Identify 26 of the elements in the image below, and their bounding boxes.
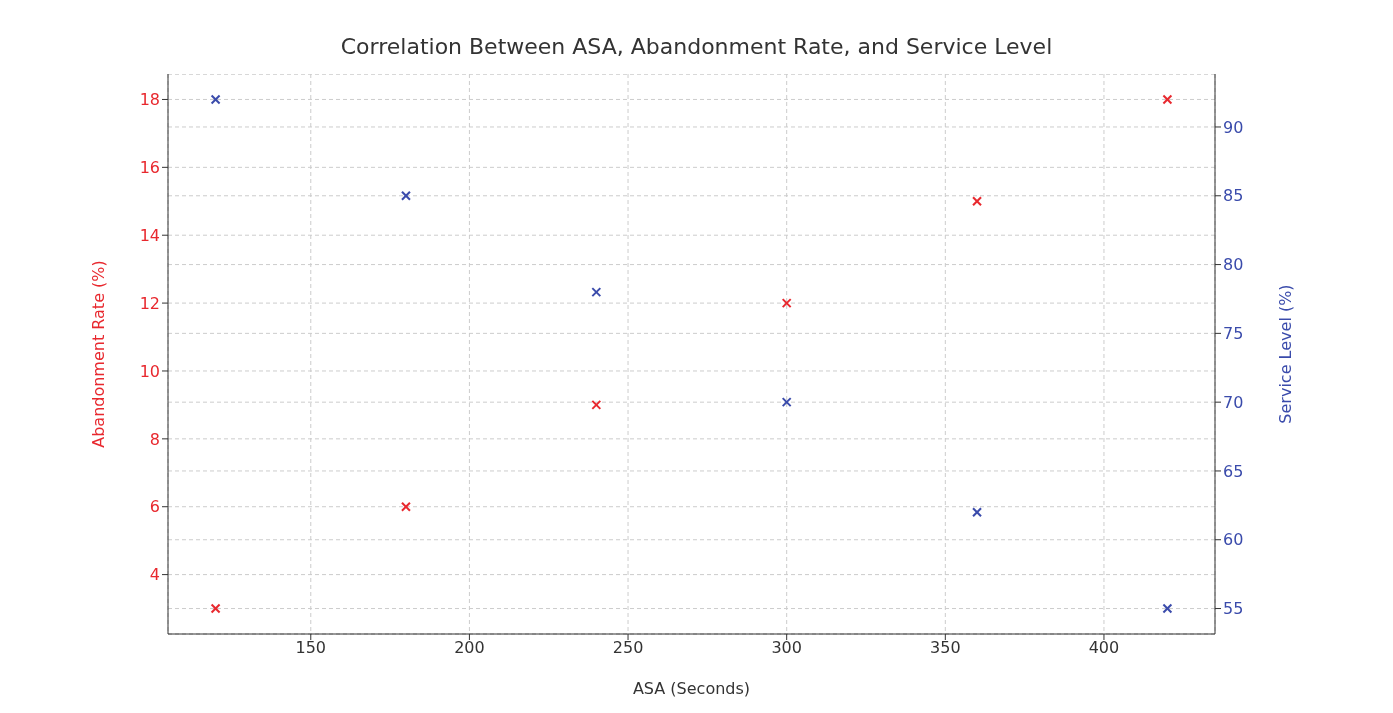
- x-axis-title: ASA (Seconds): [632, 679, 751, 698]
- y-tick-label: 4: [149, 565, 160, 585]
- y2-tick-label: 60: [1223, 530, 1244, 550]
- y-axis-title: Abandonment Rate (%): [88, 260, 108, 448]
- x-tick-label: 350: [930, 638, 961, 658]
- x-tick-label: 250: [612, 638, 644, 658]
- y2-tick-label: 85: [1223, 186, 1244, 206]
- x-tick-label: 200: [454, 638, 485, 658]
- y2-axis-title: Service Level (%): [1275, 284, 1295, 424]
- y-tick-label: 18: [139, 90, 160, 110]
- y2-tick-label: 90: [1223, 117, 1244, 137]
- x-tick-label: 300: [771, 638, 802, 658]
- y-tick-label: 6: [149, 497, 160, 517]
- y-tick-label: 16: [139, 158, 160, 178]
- y-tick-label: 10: [139, 361, 160, 381]
- x-tick-label: 400: [1088, 638, 1120, 658]
- y2-tick-label: 65: [1223, 461, 1244, 481]
- y-tick-label: 12: [139, 293, 160, 313]
- y-tick-label: 14: [139, 225, 160, 245]
- y2-tick-label: 80: [1223, 255, 1244, 275]
- y2-tick-label: 55: [1223, 599, 1244, 619]
- y-tick-label: 8: [149, 429, 160, 449]
- x-tick-label: 150: [295, 638, 327, 658]
- chart-title: Correlation Between ASA, Abandonment Rate, and Service Level: [339, 33, 1054, 61]
- y2-tick-label: 75: [1223, 324, 1244, 344]
- y2-tick-label: 70: [1223, 392, 1244, 412]
